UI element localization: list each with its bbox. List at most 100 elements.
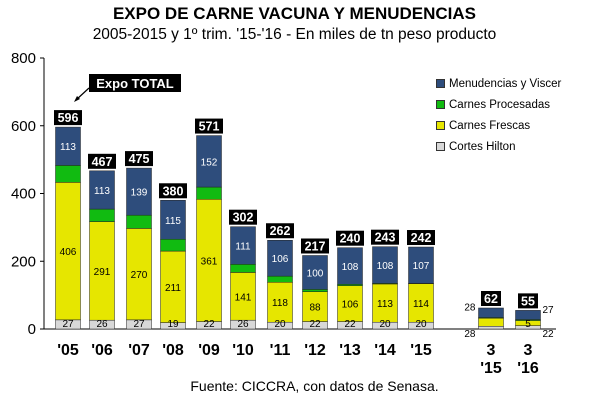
x-tick-label: '07 [128,342,150,359]
bar-procesadas [55,165,81,183]
legend-label-frescas: Carnes Frescas [449,119,531,132]
x-tick-label: '13 [339,342,361,359]
total-callout-box [89,74,181,92]
data-label-menudencias: 28 [464,303,476,314]
total-label: 571 [199,120,220,134]
bar-menudencias [55,126,81,166]
bar-menudencias [230,226,256,265]
total-box [336,230,364,246]
bar-frescas [230,272,256,321]
total-label: 380 [163,184,184,198]
total-label: 596 [58,111,79,125]
data-label-menudencias: 139 [131,188,148,199]
total-label: 302 [233,211,254,225]
bar-menudencias [515,310,541,320]
total-box [371,229,399,245]
data-label-hilton: 22 [203,319,215,330]
total-box [301,238,329,254]
x-tick-label: '14 [374,342,396,359]
data-label-menudencias: 106 [272,254,289,265]
data-label-frescas: 88 [309,303,321,314]
total-box [54,110,82,126]
x-tick-label: '08 [162,342,184,359]
x-tick-label: '06 [91,342,113,359]
total-label: 217 [305,239,326,253]
data-label-hilton: 28 [464,329,476,340]
bar-menudencias [160,200,186,240]
data-label-menudencias: 115 [165,216,181,227]
chart-subtitle: 2005-2015 y 1º trim. '15-'16 - En miles … [92,26,497,43]
total-box [88,153,116,169]
x-tick-label: '15 [410,342,432,359]
data-label-hilton: 22 [309,319,321,330]
legend-item-menudencias: Menudencias y Viscer [436,73,561,94]
bar-menudencias [126,167,152,216]
total-label: 262 [270,224,291,238]
legend-label-hilton: Cortes Hilton [449,140,516,153]
data-label-menudencias: 152 [201,157,218,168]
bar-menudencias [372,246,398,284]
legend-label-procesadas: Carnes Procesadas [449,98,550,111]
legend-swatch-procesadas [436,100,445,109]
data-label-hilton: 20 [379,319,391,330]
bar-menudencias [302,255,328,290]
data-label-frescas: 141 [235,292,252,303]
total-box [229,209,257,225]
source-note: Fuente: CICCRA, con datos de Senasa. [190,378,439,394]
bar-frescas [302,291,328,322]
data-label-hilton: 22 [543,329,555,340]
legend: Menudencias y Viscer Carnes Procesadas C… [436,73,561,157]
bar-menudencias [267,239,293,277]
bar-procesadas [302,289,328,292]
bar-procesadas [196,186,222,200]
legend-label-menudencias: Menudencias y Viscer [449,77,562,90]
bar-menudencias [89,170,115,210]
legend-swatch-hilton [436,142,445,151]
data-label-hilton: 22 [344,319,356,330]
bar-menudencias [478,307,504,318]
data-label-frescas: 406 [60,247,77,258]
x-tick-label: '15 [480,360,502,377]
data-label-menudencias: 107 [413,261,430,272]
y-tick-label: 600 [11,118,36,135]
x-tick-label: 3 [524,342,533,359]
total-box [407,230,435,246]
legend-item-hilton: Cortes Hilton [436,136,561,157]
legend-swatch-frescas [436,121,445,130]
data-label-frescas: 270 [131,270,148,281]
bar-frescas [408,283,434,323]
total-box [266,223,294,239]
data-label-frescas: 5 [525,319,531,330]
data-label-menudencias: 108 [377,261,394,272]
total-label: 240 [340,232,361,246]
bar-hilton [478,326,504,330]
x-tick-label: '09 [198,342,220,359]
total-label: 475 [129,152,150,166]
chart-title: EXPO DE CARNE VACUNA Y MENUDENCIAS [112,4,477,23]
data-label-frescas: 106 [342,300,359,311]
y-tick-label: 0 [28,321,36,338]
bar-procesadas [160,238,186,252]
x-tick-label: '16 [517,360,539,377]
bar-procesadas [126,214,152,229]
bar-frescas [160,250,186,323]
bar-frescas [55,182,81,321]
total-label: 467 [92,155,113,169]
bar-frescas [337,285,363,322]
data-label-hilton: 19 [167,319,179,330]
bar-frescas [196,199,222,322]
x-tick-label: '10 [232,342,254,359]
total-box [125,151,153,167]
data-label-hilton: 27 [133,319,145,330]
bar-frescas [267,282,293,323]
legend-item-frescas: Carnes Frescas [436,115,561,136]
total-label: 242 [411,231,432,245]
bar-menudencias [408,246,434,284]
total-callout-label: Expo TOTAL [96,76,174,91]
x-tick-label: '05 [57,342,79,359]
bar-procesadas [89,208,115,222]
y-tick-label: 200 [11,253,36,270]
data-label-menudencias: 111 [235,241,251,252]
data-label-frescas: 361 [201,256,218,267]
